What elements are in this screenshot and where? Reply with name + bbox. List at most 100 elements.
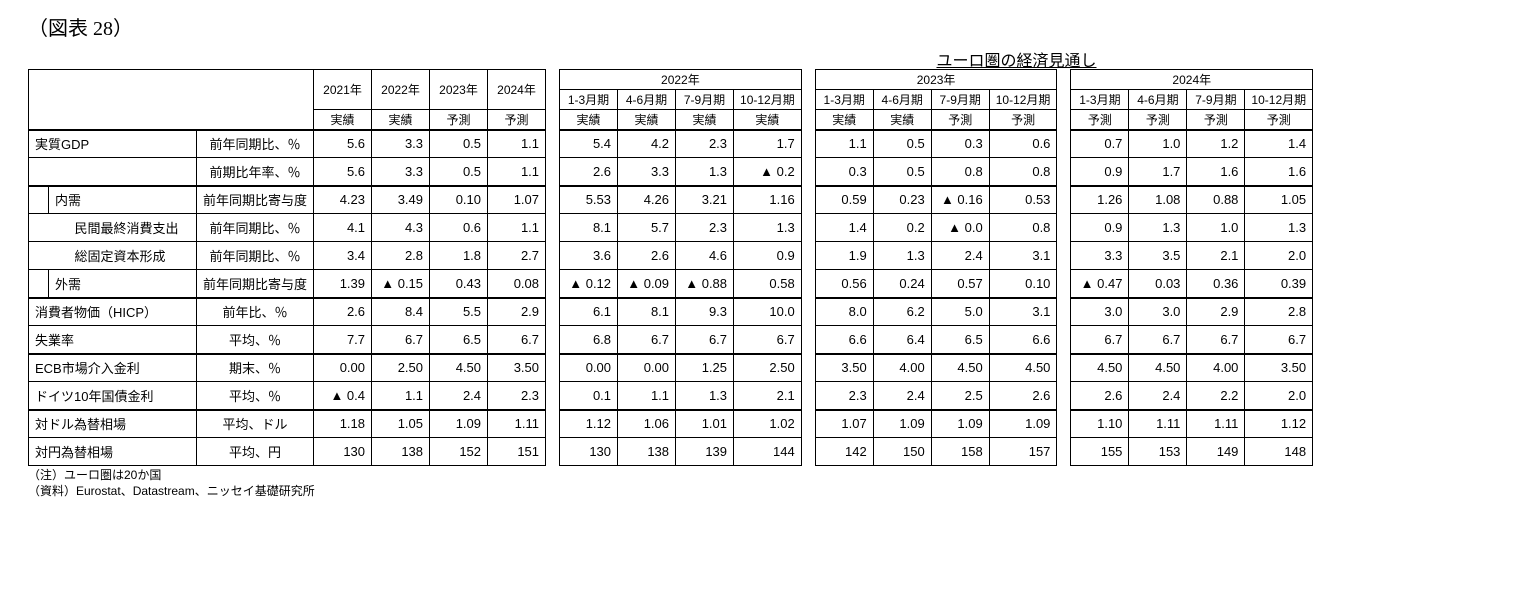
- cell-value: 9.3: [676, 298, 734, 326]
- row-label: ECB市場介入金利: [29, 354, 197, 382]
- cell-value: 0.5: [430, 130, 488, 158]
- cell-value: 2.6: [560, 158, 618, 186]
- col-quarter: 10-12月期: [1245, 90, 1313, 110]
- col-type: 実績: [734, 110, 802, 130]
- spacer: [546, 326, 560, 354]
- cell-value: 2.0: [1245, 382, 1313, 410]
- cell-value: 2.6: [618, 242, 676, 270]
- cell-value: 6.7: [734, 326, 802, 354]
- col-type: 予測: [931, 110, 989, 130]
- cell-value: 1.1: [618, 382, 676, 410]
- cell-value: 130: [560, 438, 618, 466]
- cell-value: 2.2: [1187, 382, 1245, 410]
- cell-value: 1.09: [873, 410, 931, 438]
- cell-value: 3.0: [1071, 298, 1129, 326]
- cell-value: 1.08: [1129, 186, 1187, 214]
- footnote: （資料）Eurostat、Datastream、ニッセイ基礎研究所: [28, 484, 1485, 500]
- spacer: [546, 214, 560, 242]
- cell-value: 2.3: [676, 130, 734, 158]
- cell-value: 1.09: [931, 410, 989, 438]
- cell-value: 2.4: [873, 382, 931, 410]
- spacer: [801, 214, 815, 242]
- col-type: 実績: [873, 110, 931, 130]
- cell-value: 1.7: [1129, 158, 1187, 186]
- cell-value: 2.6: [314, 298, 372, 326]
- col-type: 実績: [560, 110, 618, 130]
- cell-value: 0.5: [430, 158, 488, 186]
- cell-value: 0.5: [873, 158, 931, 186]
- cell-value: 6.7: [1245, 326, 1313, 354]
- cell-value: 5.7: [618, 214, 676, 242]
- cell-value: 1.11: [1129, 410, 1187, 438]
- table-row: 消費者物価（HICP）前年比、％2.68.45.52.96.18.19.310.…: [29, 298, 1313, 326]
- cell-value: 1.2: [1187, 130, 1245, 158]
- cell-value: ▲ 0.4: [314, 382, 372, 410]
- table-row: ドイツ10年国債金利平均、％▲ 0.41.12.42.30.11.11.32.1…: [29, 382, 1313, 410]
- cell-value: 6.1: [560, 298, 618, 326]
- spacer: [546, 382, 560, 410]
- cell-value: 0.9: [1071, 214, 1129, 242]
- col-type: 予測: [1245, 110, 1313, 130]
- cell-value: 4.50: [931, 354, 989, 382]
- cell-value: 0.2: [873, 214, 931, 242]
- row-unit: 平均、円: [197, 438, 314, 466]
- col-type: 予測: [488, 110, 546, 130]
- cell-value: 2.1: [1187, 242, 1245, 270]
- cell-value: 142: [815, 438, 873, 466]
- cell-value: 0.36: [1187, 270, 1245, 298]
- cell-value: 0.9: [734, 242, 802, 270]
- col-quarter: 1-3月期: [560, 90, 618, 110]
- cell-value: 8.1: [560, 214, 618, 242]
- cell-value: 1.06: [618, 410, 676, 438]
- cell-value: ▲ 0.09: [618, 270, 676, 298]
- col-type: 実績: [372, 110, 430, 130]
- cell-value: 0.58: [734, 270, 802, 298]
- cell-value: 0.24: [873, 270, 931, 298]
- cell-value: 3.1: [989, 242, 1057, 270]
- cell-value: 1.3: [1129, 214, 1187, 242]
- cell-value: 6.4: [873, 326, 931, 354]
- spacer: [801, 70, 815, 130]
- cell-value: 4.50: [989, 354, 1057, 382]
- row-unit: 平均、％: [197, 382, 314, 410]
- cell-value: 150: [873, 438, 931, 466]
- cell-value: 1.11: [488, 410, 546, 438]
- cell-value: 3.5: [1129, 242, 1187, 270]
- cell-value: 5.6: [314, 158, 372, 186]
- cell-value: 3.3: [1071, 242, 1129, 270]
- cell-value: 1.01: [676, 410, 734, 438]
- col-type: 予測: [1071, 110, 1129, 130]
- cell-value: 6.2: [873, 298, 931, 326]
- cell-value: 1.26: [1071, 186, 1129, 214]
- row-unit: 平均、ドル: [197, 410, 314, 438]
- spacer: [1057, 382, 1071, 410]
- row-label: 失業率: [29, 326, 197, 354]
- cell-value: 1.8: [430, 242, 488, 270]
- cell-value: 6.7: [618, 326, 676, 354]
- cell-value: ▲ 0.16: [931, 186, 989, 214]
- spacer: [546, 70, 560, 130]
- row-unit: 前年同期比、％: [197, 214, 314, 242]
- spacer: [546, 130, 560, 158]
- cell-value: 1.3: [676, 382, 734, 410]
- row-label: [29, 158, 197, 186]
- col-type: 実績: [815, 110, 873, 130]
- cell-value: 1.1: [372, 382, 430, 410]
- cell-value: 2.5: [931, 382, 989, 410]
- cell-value: 3.1: [989, 298, 1057, 326]
- cell-value: 4.1: [314, 214, 372, 242]
- cell-value: 6.7: [1071, 326, 1129, 354]
- cell-value: 5.0: [931, 298, 989, 326]
- cell-value: 1.07: [815, 410, 873, 438]
- row-label: 対円為替相場: [29, 438, 197, 466]
- spacer: [1057, 186, 1071, 214]
- col-year: 2023年: [430, 70, 488, 110]
- spacer: [801, 326, 815, 354]
- cell-value: 1.05: [1245, 186, 1313, 214]
- cell-value: 0.00: [314, 354, 372, 382]
- cell-value: 1.05: [372, 410, 430, 438]
- spacer: [801, 298, 815, 326]
- cell-value: 1.09: [430, 410, 488, 438]
- cell-value: 0.59: [815, 186, 873, 214]
- col-type: 実績: [676, 110, 734, 130]
